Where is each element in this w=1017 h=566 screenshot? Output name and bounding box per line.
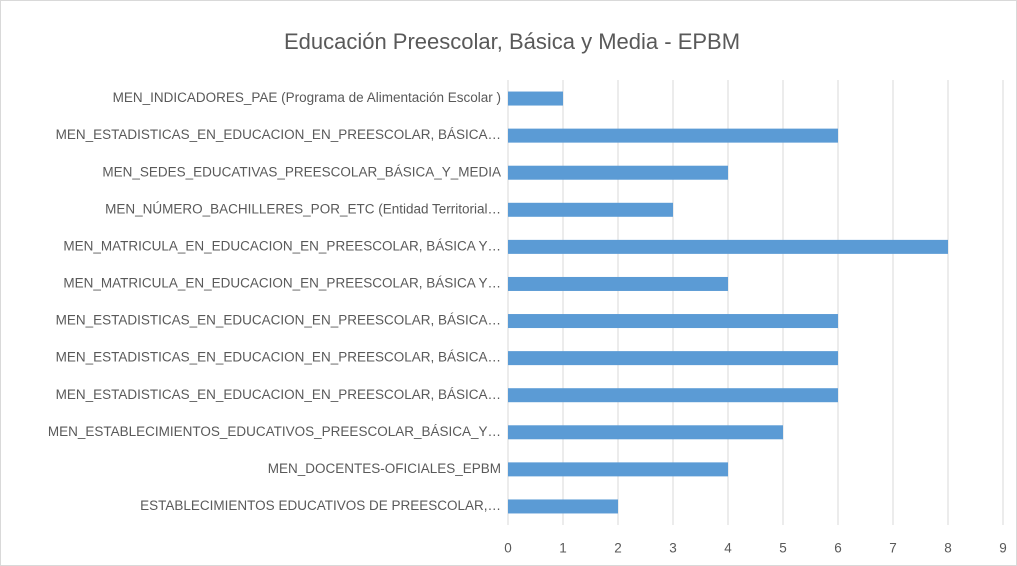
x-tick-label: 5 [779, 541, 787, 556]
bar [508, 425, 783, 440]
y-tick-label: MEN_DOCENTES-OFICIALES_EPBM [268, 461, 501, 476]
x-tick-label: 8 [944, 541, 952, 556]
x-tick-label: 1 [559, 541, 567, 556]
y-tick-label: MEN_ESTADISTICAS_EN_EDUCACION_EN_PREESCO… [56, 350, 501, 365]
y-tick-label: MEN_ESTADISTICAS_EN_EDUCACION_EN_PREESCO… [56, 387, 501, 402]
y-tick-label: MEN_MATRICULA_EN_EDUCACION_EN_PREESCOLAR… [63, 238, 501, 253]
bar [508, 128, 838, 143]
bar [508, 314, 838, 329]
y-tick-label: MEN_MATRICULA_EN_EDUCACION_EN_PREESCOLAR… [63, 276, 501, 291]
x-tick-label: 6 [834, 541, 842, 556]
bar [508, 499, 618, 514]
y-tick-label: MEN_ESTADISTICAS_EN_EDUCACION_EN_PREESCO… [56, 313, 501, 328]
bar [508, 462, 728, 477]
y-tick-label: MEN_INDICADORES_PAE (Programa de Aliment… [113, 90, 501, 105]
x-tick-label: 9 [999, 541, 1007, 556]
x-tick-label: 7 [889, 541, 897, 556]
x-tick-label: 0 [504, 541, 512, 556]
bar [508, 239, 948, 254]
y-tick-label: MEN_ESTADISTICAS_EN_EDUCACION_EN_PREESCO… [56, 127, 501, 142]
chart-title: Educación Preescolar, Básica y Media - E… [284, 29, 740, 54]
bar [508, 91, 563, 106]
y-tick-label: ESTABLECIMIENTOS EDUCATIVOS DE PREESCOLA… [140, 498, 501, 513]
y-tick-label: MEN_ESTABLECIMIENTOS_EDUCATIVOS_PREESCOL… [48, 424, 501, 439]
x-tick-label: 2 [614, 541, 622, 556]
bar [508, 351, 838, 366]
x-tick-label: 4 [724, 541, 732, 556]
y-tick-label: MEN_NÚMERO_BACHILLERES_POR_ETC (Entidad … [105, 201, 501, 216]
bar [508, 388, 838, 403]
y-tick-label: MEN_SEDES_EDUCATIVAS_PREESCOLAR_BÁSICA_Y… [102, 164, 501, 179]
bar [508, 276, 728, 291]
x-tick-label: 3 [669, 541, 677, 556]
bar [508, 202, 673, 217]
bar [508, 165, 728, 180]
